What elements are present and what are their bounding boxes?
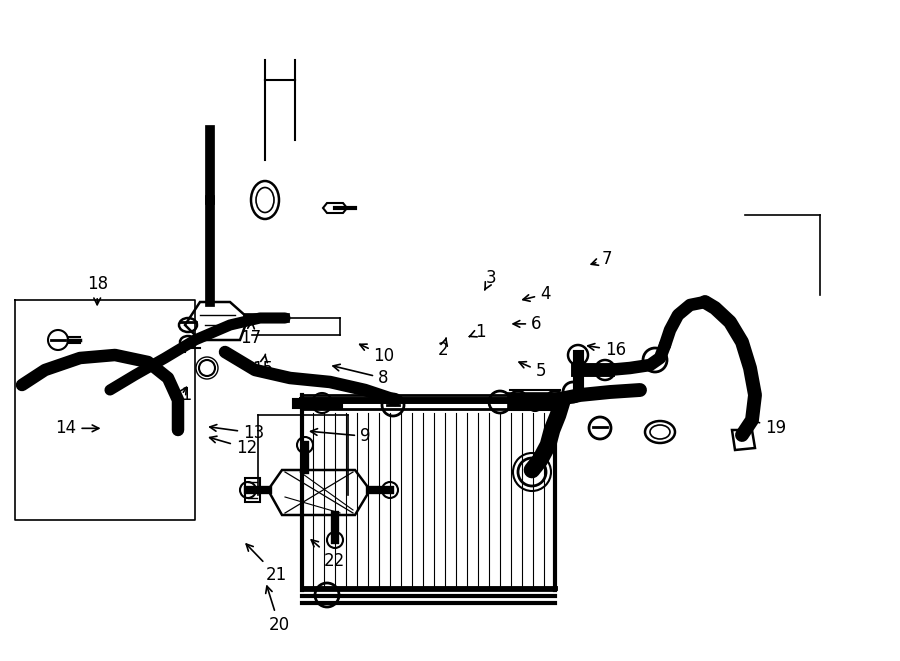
Text: 20: 20: [266, 586, 290, 634]
Text: 21: 21: [247, 544, 287, 584]
Text: 11: 11: [171, 385, 193, 404]
Text: 4: 4: [523, 285, 551, 303]
Text: 10: 10: [360, 344, 394, 365]
Text: 22: 22: [311, 540, 346, 570]
Text: 3: 3: [485, 268, 497, 290]
Text: 19: 19: [750, 418, 786, 438]
Text: 18: 18: [86, 275, 108, 305]
Text: 13: 13: [210, 424, 265, 442]
Text: 8: 8: [333, 364, 389, 387]
Text: 1: 1: [470, 323, 486, 341]
Text: 15: 15: [252, 354, 274, 378]
Text: 5: 5: [519, 362, 546, 381]
Text: 9: 9: [310, 427, 371, 446]
Text: 12: 12: [210, 436, 257, 457]
Text: 14: 14: [56, 419, 99, 438]
Text: 2: 2: [437, 338, 448, 360]
Text: 6: 6: [513, 315, 542, 333]
Text: 16: 16: [588, 341, 626, 360]
Text: 7: 7: [591, 250, 612, 268]
Text: 17: 17: [239, 322, 261, 348]
